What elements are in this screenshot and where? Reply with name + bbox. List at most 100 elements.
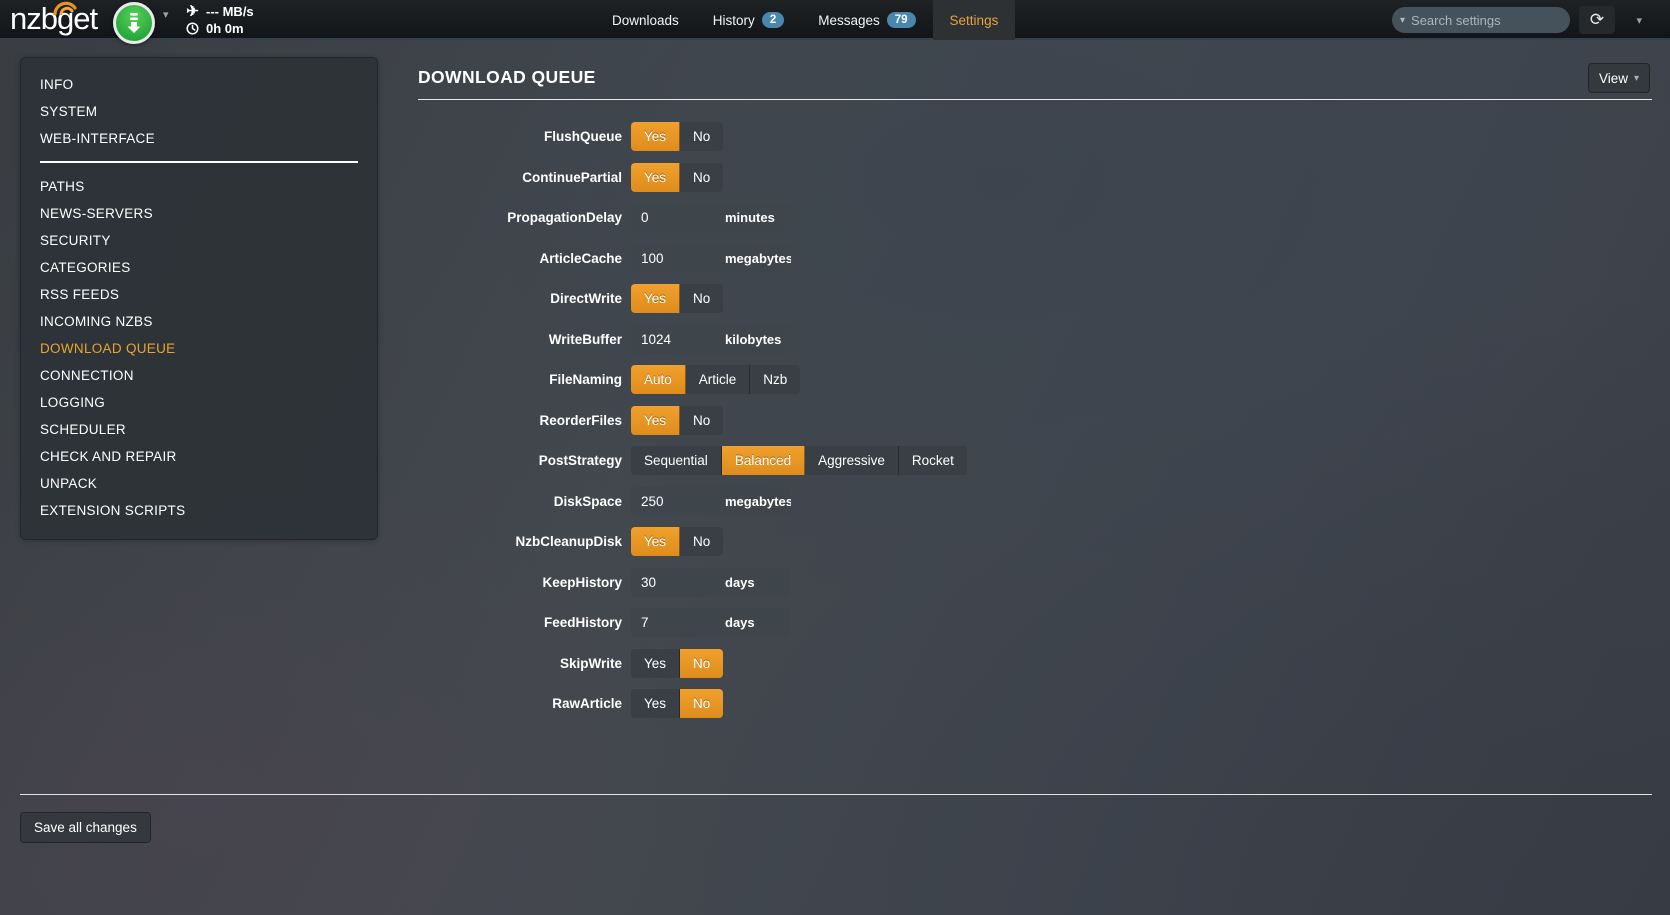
- filenaming-option-auto-button[interactable]: Auto: [631, 365, 686, 394]
- poststrategy-option-aggressive-button[interactable]: Aggressive: [805, 446, 899, 475]
- setting-row-writebuffer: WriteBuffer kilobytes: [418, 324, 1652, 354]
- sidebar-item-web-interface[interactable]: WEB-INTERFACE: [40, 131, 155, 146]
- setting-label-keephistory: KeepHistory: [542, 574, 622, 590]
- top-navbar: nzbget ▾ ✈ --- MB/s: [0, 0, 1670, 44]
- app-logo: nzbget: [10, 1, 98, 36]
- skipwrite-option-yes-button[interactable]: Yes: [631, 648, 681, 678]
- speed-indicator: --- MB/s: [206, 4, 254, 19]
- rawarticle-option-yes-button[interactable]: Yes: [631, 689, 681, 718]
- continuepartial-option-no-button[interactable]: No: [680, 162, 724, 192]
- keephistory-input[interactable]: [631, 567, 725, 597]
- sidebar-item-extension-scripts[interactable]: EXTENSION SCRIPTS: [40, 503, 186, 518]
- tab-messages[interactable]: Messages 79: [801, 0, 932, 40]
- rawarticle-option-no-button[interactable]: No: [680, 689, 724, 718]
- setting-label-directwrite: DirectWrite: [550, 291, 622, 306]
- writebuffer-input[interactable]: [631, 324, 725, 354]
- continuepartial-option-yes-button[interactable]: Yes: [631, 162, 681, 192]
- setting-row-reorderfiles: ReorderFiles Yes No: [418, 405, 1652, 435]
- setting-label-poststrategy: PostStrategy: [538, 453, 622, 468]
- sidebar-item-rss-feeds[interactable]: RSS FEEDS: [40, 287, 120, 302]
- directwrite-option-no-button[interactable]: No: [680, 284, 724, 313]
- filenaming-option-nzb-button[interactable]: Nzb: [750, 365, 801, 394]
- setting-label-skipwrite: SkipWrite: [559, 655, 622, 671]
- page-title: DOWNLOAD QUEUE: [418, 67, 596, 87]
- sidebar-item-categories[interactable]: CATEGORIES: [40, 260, 131, 275]
- logo-rss-arcs-icon: [53, 1, 77, 15]
- download-menu-caret-icon[interactable]: ▾: [163, 9, 169, 21]
- search-input[interactable]: [1411, 12, 1588, 28]
- writebuffer-input-group: kilobytes: [631, 324, 791, 354]
- articlecache-input[interactable]: [631, 243, 725, 273]
- poststrategy-option-sequential-button[interactable]: Sequential: [631, 446, 722, 475]
- reorderfiles-option-no-button[interactable]: No: [680, 405, 724, 435]
- nzbcleanupdisk-option-yes-button[interactable]: Yes: [631, 527, 681, 556]
- diskspace-input[interactable]: [631, 486, 725, 516]
- tab-label: History: [712, 12, 755, 28]
- settings-sidebar: INFO SYSTEM WEB-INTERFACE PATHS NEWS-SERVERS…: [20, 57, 378, 540]
- setting-row-skipwrite: SkipWrite Yes No: [418, 648, 1652, 678]
- sidebar-item-security[interactable]: SECURITY: [40, 233, 111, 248]
- diskspace-input-group: megabytes: [631, 486, 791, 516]
- sidebar-item-check-and-repair[interactable]: CHECK AND REPAIR: [40, 449, 177, 464]
- keephistory-unit-label: days: [725, 574, 755, 590]
- directwrite-toggle-group: Yes No: [631, 284, 724, 313]
- feedhistory-input[interactable]: [631, 608, 725, 637]
- navbar-menu-caret-icon[interactable]: ▾: [1636, 15, 1642, 27]
- flushqueue-option-no-button[interactable]: No: [680, 122, 724, 151]
- search-caret-icon[interactable]: ▾: [1400, 14, 1406, 26]
- sidebar-item-system[interactable]: SYSTEM: [40, 104, 98, 119]
- feedhistory-input-group: days: [631, 608, 791, 637]
- setting-label-writebuffer: WriteBuffer: [548, 331, 622, 347]
- airplane-icon[interactable]: ✈: [186, 3, 199, 20]
- propagationdelay-input[interactable]: [631, 203, 725, 232]
- articlecache-unit-label: megabytes: [725, 250, 791, 266]
- poststrategy-toggle-group: Sequential Balanced Aggressive Rocket: [631, 446, 967, 475]
- sidebar-item-info[interactable]: INFO: [40, 77, 74, 92]
- view-button[interactable]: View ▾: [1587, 63, 1650, 93]
- poststrategy-option-rocket-button[interactable]: Rocket: [898, 446, 967, 475]
- setting-row-poststrategy: PostStrategy Sequential Balanced Aggressive…: [418, 446, 1652, 475]
- setting-row-flushqueue: FlushQueue Yes No: [418, 122, 1652, 151]
- setting-label-nzbcleanupdisk: NzbCleanupDisk: [515, 534, 622, 549]
- refresh-button[interactable]: ⟳: [1579, 6, 1615, 34]
- header-divider: [418, 99, 1652, 100]
- setting-label-reorderfiles: ReorderFiles: [539, 412, 622, 428]
- filenaming-option-article-button[interactable]: Article: [685, 365, 751, 394]
- sidebar-item-paths[interactable]: PATHS: [40, 179, 85, 194]
- download-status-button[interactable]: [113, 2, 155, 44]
- save-all-changes-button[interactable]: Save all changes: [20, 812, 151, 843]
- setting-row-keephistory: KeepHistory days: [418, 567, 1652, 597]
- messages-count-badge: 79: [886, 12, 916, 28]
- settings-main: DOWNLOAD QUEUE View ▾ FlushQueue Yes No Con…: [418, 57, 1652, 730]
- sidebar-item-incoming-nzbs[interactable]: INCOMING NZBS: [40, 314, 153, 329]
- reorderfiles-option-yes-button[interactable]: Yes: [631, 405, 681, 435]
- sidebar-item-unpack[interactable]: UNPACK: [40, 476, 98, 491]
- nzbcleanupdisk-option-no-button[interactable]: No: [680, 527, 724, 556]
- search-box[interactable]: ▾ ✖: [1392, 7, 1599, 33]
- sidebar-item-connection[interactable]: CONNECTION: [40, 368, 134, 383]
- history-count-badge: 2: [761, 12, 785, 28]
- filenaming-toggle-group: Auto Article Nzb: [631, 365, 801, 394]
- nzbcleanupdisk-toggle-group: Yes No: [631, 527, 724, 556]
- view-button-label: View: [1598, 70, 1628, 86]
- setting-label-feedhistory: FeedHistory: [543, 615, 622, 630]
- propagationdelay-unit-label: minutes: [725, 210, 775, 225]
- directwrite-option-yes-button[interactable]: Yes: [631, 284, 681, 313]
- caret-down-icon: ▾: [1633, 72, 1639, 84]
- sidebar-item-download-queue[interactable]: DOWNLOAD QUEUE: [40, 341, 176, 356]
- setting-row-feedhistory: FeedHistory days: [418, 608, 1652, 637]
- footer-divider: [20, 794, 1652, 795]
- setting-row-propagationdelay: PropagationDelay minutes: [418, 203, 1652, 232]
- flushqueue-option-yes-button[interactable]: Yes: [631, 122, 681, 151]
- tab-settings[interactable]: Settings: [932, 0, 1016, 40]
- tab-history[interactable]: History 2: [696, 0, 801, 40]
- sidebar-item-news-servers[interactable]: NEWS-SERVERS: [40, 206, 153, 221]
- setting-row-articlecache: ArticleCache megabytes: [418, 243, 1652, 273]
- setting-row-directwrite: DirectWrite Yes No: [418, 284, 1652, 313]
- sidebar-item-scheduler[interactable]: SCHEDULER: [40, 422, 126, 437]
- skipwrite-option-no-button[interactable]: No: [680, 648, 724, 678]
- tab-downloads[interactable]: Downloads: [595, 0, 696, 40]
- sidebar-item-logging[interactable]: LOGGING: [40, 395, 106, 410]
- poststrategy-option-balanced-button[interactable]: Balanced: [721, 446, 806, 475]
